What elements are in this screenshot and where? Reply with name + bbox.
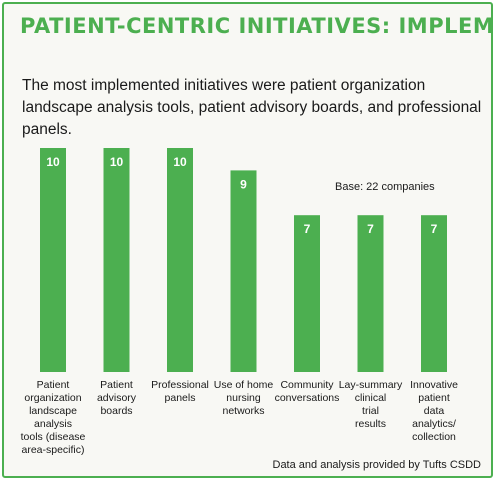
bar-value-label-3: 9: [240, 177, 247, 191]
bar-value-label-5: 7: [367, 222, 374, 236]
bar-4: [294, 215, 320, 372]
chart-subtitle: The most implemented initiatives were pa…: [22, 77, 482, 138]
category-label-4-line-1: conversations: [275, 392, 340, 404]
category-label-0-line-0: Patient: [37, 379, 70, 391]
category-label-3-line-0: Use of home: [214, 379, 274, 391]
category-label-5-line-1: clinical: [355, 392, 387, 404]
category-label-5-line-3: results: [355, 418, 386, 430]
category-label-1-line-1: advisory: [97, 392, 137, 404]
category-label-5-line-0: Lay-summary: [339, 379, 403, 391]
category-label-1-line-2: boards: [100, 405, 132, 417]
category-label-6-line-3: analytics/: [412, 418, 456, 430]
bar-value-label-2: 10: [173, 155, 187, 169]
category-label-6-line-2: data: [424, 405, 445, 417]
bar-chart: 10Patientorganizationlandscapeanalysisto…: [21, 148, 458, 456]
bar-value-label-6: 7: [431, 222, 438, 236]
category-label-3-line-2: networks: [222, 405, 264, 417]
bar-value-label-0: 10: [46, 155, 60, 169]
category-label-0-line-3: analysis: [34, 418, 72, 430]
chart-card: PATIENT-CENTRIC INITIATIVES: IMPLEMENTED…: [2, 2, 493, 478]
category-label-2-line-1: panels: [165, 392, 196, 404]
category-label-0-line-2: landscape: [29, 405, 77, 417]
bar-6: [421, 215, 447, 372]
category-label-4-line-0: Community: [280, 379, 334, 391]
bar-1: [103, 148, 130, 372]
category-label-1-line-0: Patient: [100, 379, 133, 391]
category-label-0-line-4: tools (disease: [21, 431, 86, 443]
category-label-6-line-1: patient: [418, 392, 450, 404]
category-label-0-line-5: area-specific): [21, 444, 84, 456]
category-label-3-line-1: nursing: [226, 392, 261, 404]
source-note: Data and analysis provided by Tufts CSDD: [272, 459, 482, 471]
category-label-0-line-1: organization: [24, 392, 81, 404]
chart-title: PATIENT-CENTRIC INITIATIVES: IMPLEMENTED: [20, 14, 493, 38]
bar-value-label-1: 10: [110, 155, 124, 169]
bar-value-label-4: 7: [304, 222, 311, 236]
bar-5: [357, 215, 384, 372]
category-label-6-line-4: collection: [412, 431, 456, 443]
bar-2: [167, 148, 193, 372]
category-label-5-line-2: trial: [362, 405, 379, 417]
category-label-2-line-0: Professional: [151, 379, 209, 391]
base-note: Base: 22 companies: [335, 181, 435, 193]
bar-3: [230, 170, 257, 372]
bar-0: [40, 148, 66, 372]
category-label-6-line-0: Innovative: [410, 379, 458, 391]
